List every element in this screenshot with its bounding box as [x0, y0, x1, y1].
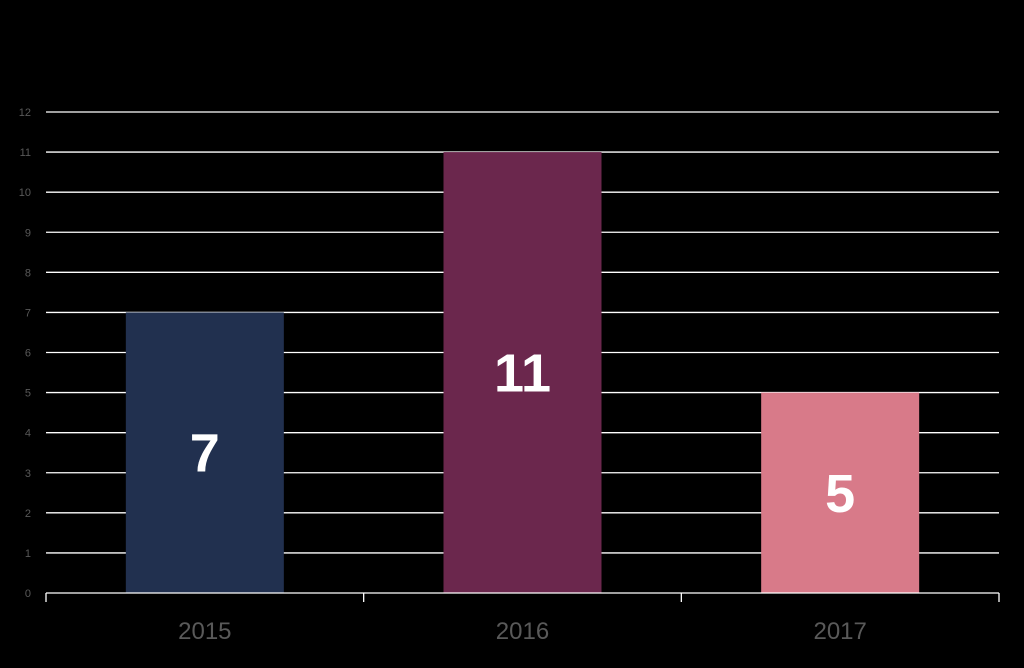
y-tick-label-0: 0 — [25, 588, 31, 600]
y-tick-label-5: 5 — [25, 388, 31, 400]
y-tick-label-7: 7 — [25, 307, 31, 319]
y-tick-label-10: 10 — [19, 187, 31, 199]
y-tick-label-12: 12 — [19, 107, 31, 119]
data-labels: 7 11 5 — [190, 344, 855, 524]
y-tick-label-2: 2 — [25, 508, 31, 520]
y-tick-label-1: 1 — [25, 548, 31, 560]
data-label-2016: 11 — [494, 344, 551, 404]
y-tick-label-9: 9 — [25, 227, 31, 239]
data-label-2015: 7 — [190, 424, 220, 484]
x-axis — [45, 592, 1000, 602]
bar-2015 — [125, 312, 284, 593]
y-tick-label-11: 11 — [20, 147, 31, 159]
y-tick-label-8: 8 — [25, 267, 31, 279]
x-tick-label-2015: 2015 — [178, 618, 231, 645]
bar-2016 — [443, 152, 602, 594]
data-label-2017: 5 — [825, 464, 855, 524]
y-tick-label-4: 4 — [25, 428, 31, 440]
y-tick-label-3: 3 — [25, 468, 31, 480]
bar-2017 — [761, 392, 920, 593]
y-tick-label-6: 6 — [25, 348, 31, 360]
x-tick-label-2016: 2016 — [496, 618, 549, 645]
x-tick-label-2017: 2017 — [813, 618, 866, 645]
bars — [125, 152, 920, 594]
x-axis-tick-labels: 2015 2016 2017 — [178, 618, 867, 645]
